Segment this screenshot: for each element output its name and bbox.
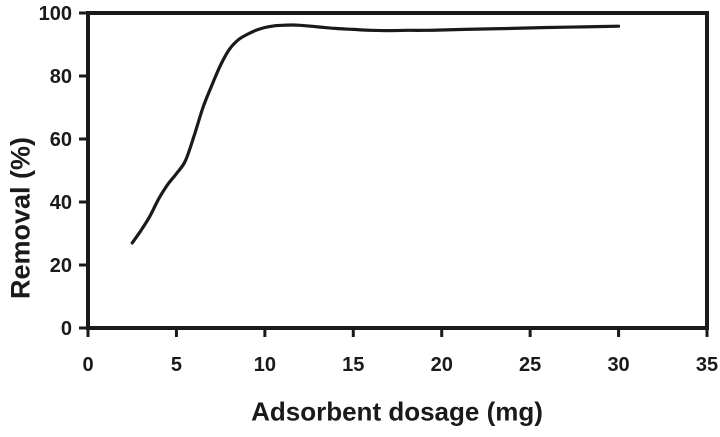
y-tick-label: 40 <box>50 192 72 214</box>
x-tick-label: 30 <box>607 354 629 376</box>
x-tick-label: 0 <box>82 354 93 376</box>
y-tick-label: 100 <box>39 3 72 25</box>
x-tick-label: 25 <box>519 354 541 376</box>
y-tick-label: 20 <box>50 255 72 277</box>
x-tick-label: 20 <box>431 354 453 376</box>
x-axis-title: Adsorbent dosage (mg) <box>251 396 543 427</box>
x-tick-label: 5 <box>171 354 182 376</box>
removal-vs-dosage-curve <box>130 23 621 245</box>
y-tick-label: 80 <box>50 66 72 88</box>
plot-frame <box>86 11 709 330</box>
x-tick-label: 35 <box>696 354 718 376</box>
x-tick-label: 15 <box>342 354 364 376</box>
x-tick-label: 10 <box>254 354 276 376</box>
y-tick-label: 60 <box>50 129 72 151</box>
y-axis-title: Removal (%) <box>5 136 36 300</box>
y-tick-label: 0 <box>61 318 72 340</box>
